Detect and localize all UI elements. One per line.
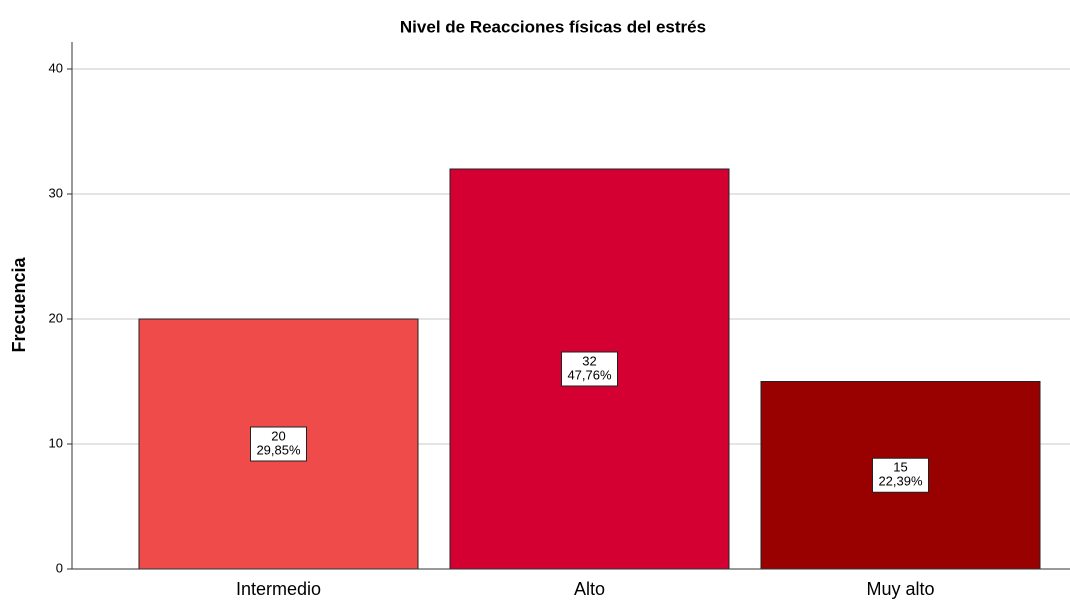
data-label-percent: 29,85%	[256, 442, 301, 457]
x-tick-label: Alto	[574, 579, 605, 599]
data-label-percent: 22,39%	[878, 474, 923, 489]
y-tick-label: 40	[49, 60, 63, 75]
data-label-box	[561, 351, 618, 387]
data-label-percent: 47,76%	[567, 367, 612, 382]
data-label: 32	[582, 353, 596, 368]
y-axis-title: Frecuencia	[9, 256, 29, 352]
y-tick-label: 0	[56, 560, 63, 575]
x-tick-label: Intermedio	[236, 579, 321, 599]
data-label-box	[872, 457, 929, 493]
y-tick-label: 20	[49, 310, 63, 325]
x-tick-label: Muy alto	[866, 579, 934, 599]
data-label-box	[250, 426, 307, 462]
chart-title: Nivel de Reacciones físicas del estrés	[400, 17, 706, 36]
y-tick-label: 30	[49, 185, 63, 200]
data-label: 15	[893, 460, 907, 475]
data-label: 20	[271, 428, 285, 443]
y-tick-label: 10	[49, 435, 63, 450]
